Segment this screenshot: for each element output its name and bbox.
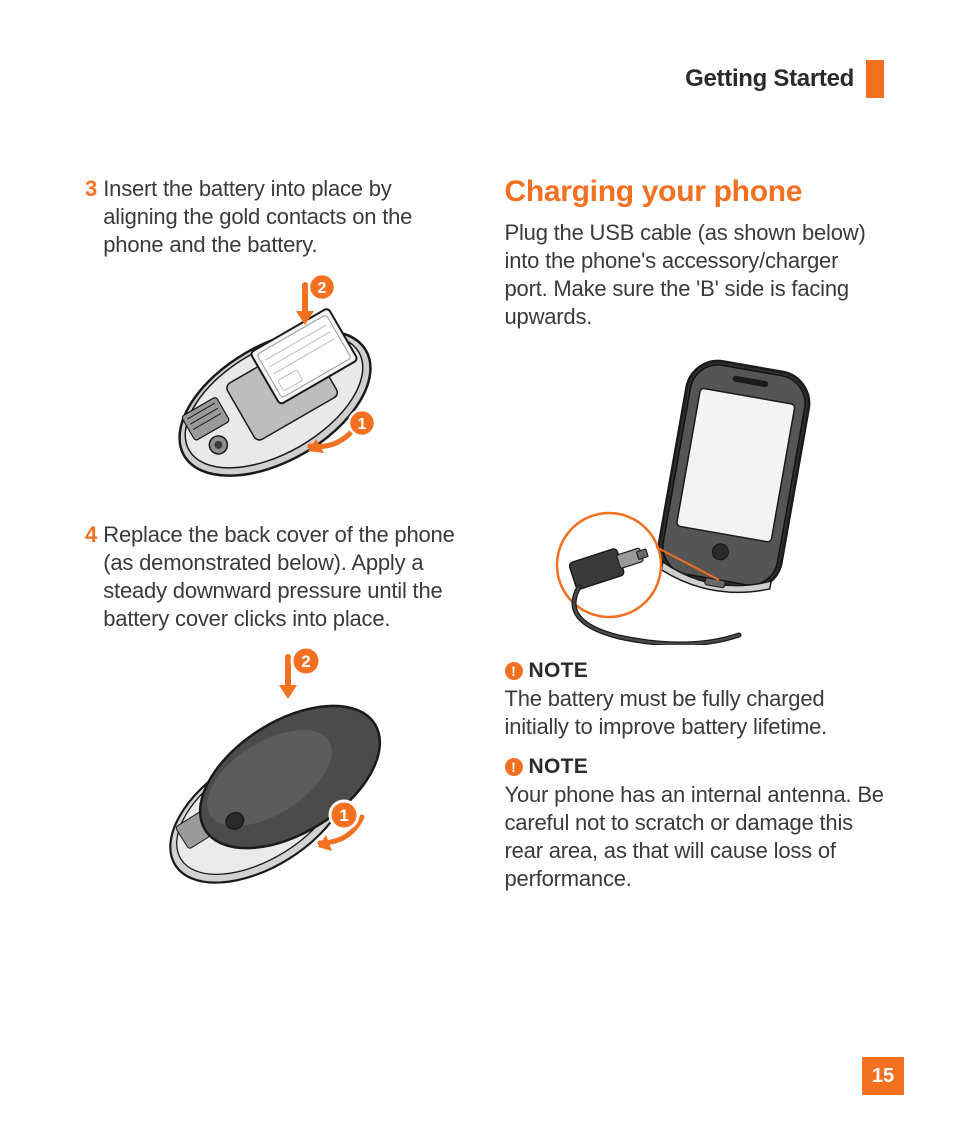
callout-2-label: 2 bbox=[301, 652, 310, 671]
step-number: 4 bbox=[85, 521, 97, 633]
page-number-badge: 15 bbox=[862, 1057, 904, 1095]
figure-charging bbox=[505, 355, 885, 645]
step-3: 3 Insert the battery into place by align… bbox=[85, 175, 465, 259]
callout-1-label: 1 bbox=[357, 416, 366, 433]
header-accent-bar bbox=[866, 60, 884, 98]
figure-battery-insert: 1 2 bbox=[85, 273, 465, 493]
section-title: Charging your phone bbox=[505, 175, 885, 209]
alert-icon: ! bbox=[505, 662, 523, 680]
note-label: NOTE bbox=[529, 659, 589, 683]
right-column: Charging your phone Plug the USB cable (… bbox=[505, 175, 885, 930]
note-2-text: Your phone has an internal antenna. Be c… bbox=[505, 781, 885, 893]
step-4: 4 Replace the back cover of the phone (a… bbox=[85, 521, 465, 633]
step-number: 3 bbox=[85, 175, 97, 259]
back-cover-illustration: 1 2 bbox=[140, 647, 410, 902]
manual-page: Getting Started 3 Insert the battery int… bbox=[0, 0, 954, 1145]
note-label: NOTE bbox=[529, 755, 589, 779]
left-column: 3 Insert the battery into place by align… bbox=[85, 175, 465, 930]
note-2-heading: ! NOTE bbox=[505, 755, 885, 779]
battery-insert-illustration: 1 2 bbox=[130, 273, 420, 493]
note-1-text: The battery must be fully charged initia… bbox=[505, 685, 885, 741]
content-columns: 3 Insert the battery into place by align… bbox=[85, 175, 884, 930]
page-header: Getting Started bbox=[685, 60, 884, 98]
section-intro: Plug the USB cable (as shown below) into… bbox=[505, 219, 885, 331]
figure-back-cover: 1 2 bbox=[85, 647, 465, 902]
header-title: Getting Started bbox=[685, 65, 854, 93]
callout-1-label: 1 bbox=[339, 806, 348, 825]
page-number: 15 bbox=[872, 1065, 894, 1088]
step-text: Insert the battery into place by alignin… bbox=[103, 175, 464, 259]
note-1-heading: ! NOTE bbox=[505, 659, 885, 683]
charging-illustration bbox=[534, 355, 854, 645]
callout-2-label: 2 bbox=[317, 280, 326, 297]
alert-icon: ! bbox=[505, 758, 523, 776]
step-text: Replace the back cover of the phone (as … bbox=[103, 521, 464, 633]
